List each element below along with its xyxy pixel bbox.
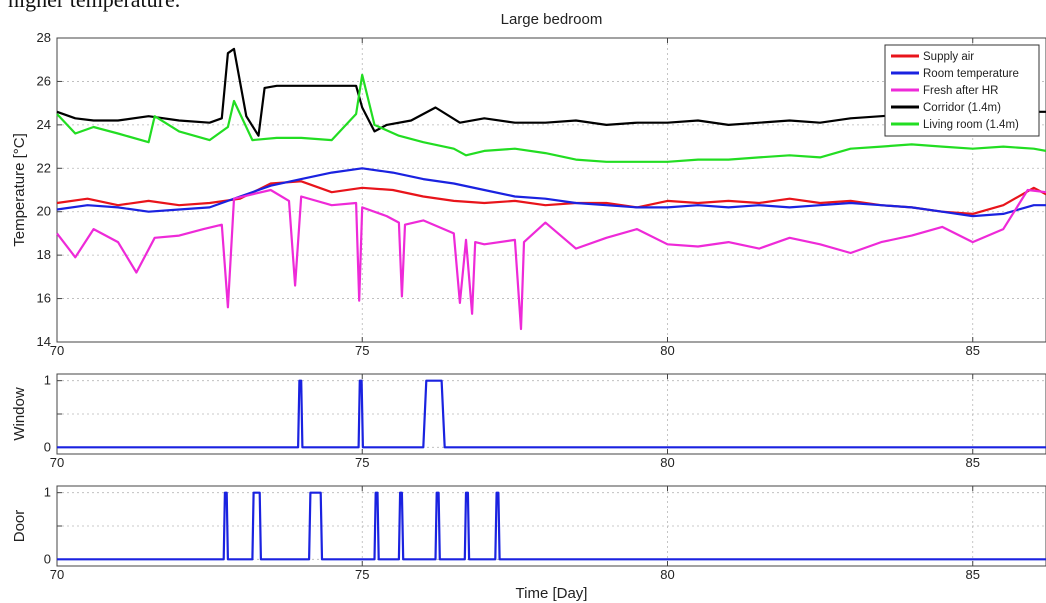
x-tick-label: 70 <box>50 567 64 582</box>
door-panel: 70 75 80 85 0 1 Door Time [Day] <box>11 485 1046 602</box>
window-panel: 70 75 80 85 0 1 Window <box>11 373 1046 470</box>
series-line-window <box>57 379 1046 449</box>
series-line-room-temperature <box>56 167 1046 218</box>
y-tick-label: 1 <box>44 485 51 500</box>
x-tick-label: 70 <box>50 455 64 470</box>
y-tick-label: 22 <box>37 160 51 175</box>
series-line-fresh-after-hr <box>56 188 1046 331</box>
plot-area <box>57 38 1046 342</box>
x-tick-label: 80 <box>660 567 674 582</box>
y-tick-label: 28 <box>37 30 51 45</box>
legend-label: Room temperature <box>923 68 1019 80</box>
y-tick-label: 26 <box>37 73 51 88</box>
y-tick-label: 24 <box>37 117 51 132</box>
chart-title: Large bedroom <box>501 11 603 28</box>
x-tick-label: 75 <box>355 343 369 358</box>
plot-area <box>57 486 1046 566</box>
x-tick-label: 70 <box>50 343 64 358</box>
x-tick-label: 75 <box>355 455 369 470</box>
legend-label: Fresh after HR <box>923 85 998 97</box>
y-tick-label: 0 <box>44 551 51 566</box>
y-tick-label: 0 <box>44 439 51 454</box>
y-tick-label: 14 <box>37 334 51 349</box>
x-tick-label: 75 <box>355 567 369 582</box>
y-tick-label: 18 <box>37 247 51 262</box>
y-tick-label: 16 <box>37 291 51 306</box>
x-tick-label: 85 <box>966 455 980 470</box>
axes-frame <box>56 37 1046 343</box>
y-tick-label: 20 <box>37 204 51 219</box>
x-tick-label: 85 <box>966 567 980 582</box>
x-tick-label: 80 <box>660 455 674 470</box>
x-tick-label: 85 <box>966 343 980 358</box>
cropped-caption-text: higher temperature. <box>8 0 180 13</box>
y-axis-label: Temperature [°C] <box>11 133 28 247</box>
series-line-living-room-1-4m <box>56 73 1046 163</box>
x-tick-label: 80 <box>660 343 674 358</box>
legend-label: Living room (1.4m) <box>923 119 1019 131</box>
series-line-door <box>57 491 1046 561</box>
plot-area <box>57 374 1046 454</box>
legend-label: Corridor (1.4m) <box>923 102 1001 114</box>
series-line-corridor-1-4m <box>56 47 1046 137</box>
x-axis-label: Time [Day] <box>516 585 588 602</box>
y-axis-label: Window <box>11 387 28 441</box>
y-axis-label: Door <box>11 510 28 543</box>
temperature-panel: 70 75 80 85 14 16 18 20 22 24 26 28 Large bedroom Tem… <box>11 11 1046 358</box>
y-tick-label: 1 <box>44 373 51 388</box>
legend-label: Supply air <box>923 51 974 63</box>
